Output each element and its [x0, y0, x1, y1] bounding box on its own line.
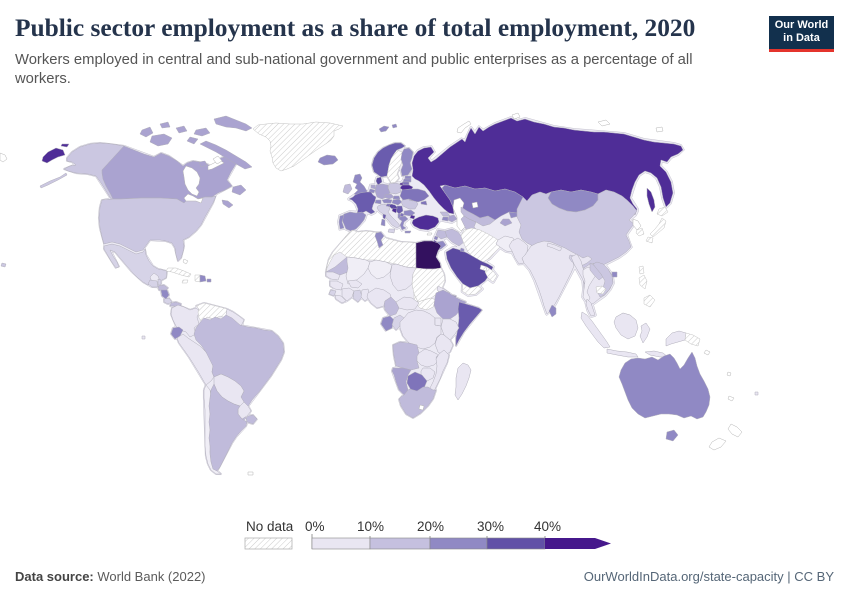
svg-text:0%: 0%	[305, 519, 325, 534]
svg-text:10%: 10%	[357, 519, 384, 534]
svg-text:30%: 30%	[477, 519, 504, 534]
svg-text:20%: 20%	[417, 519, 444, 534]
svg-text:40%: 40%	[534, 519, 561, 534]
svg-text:No data: No data	[246, 519, 294, 534]
